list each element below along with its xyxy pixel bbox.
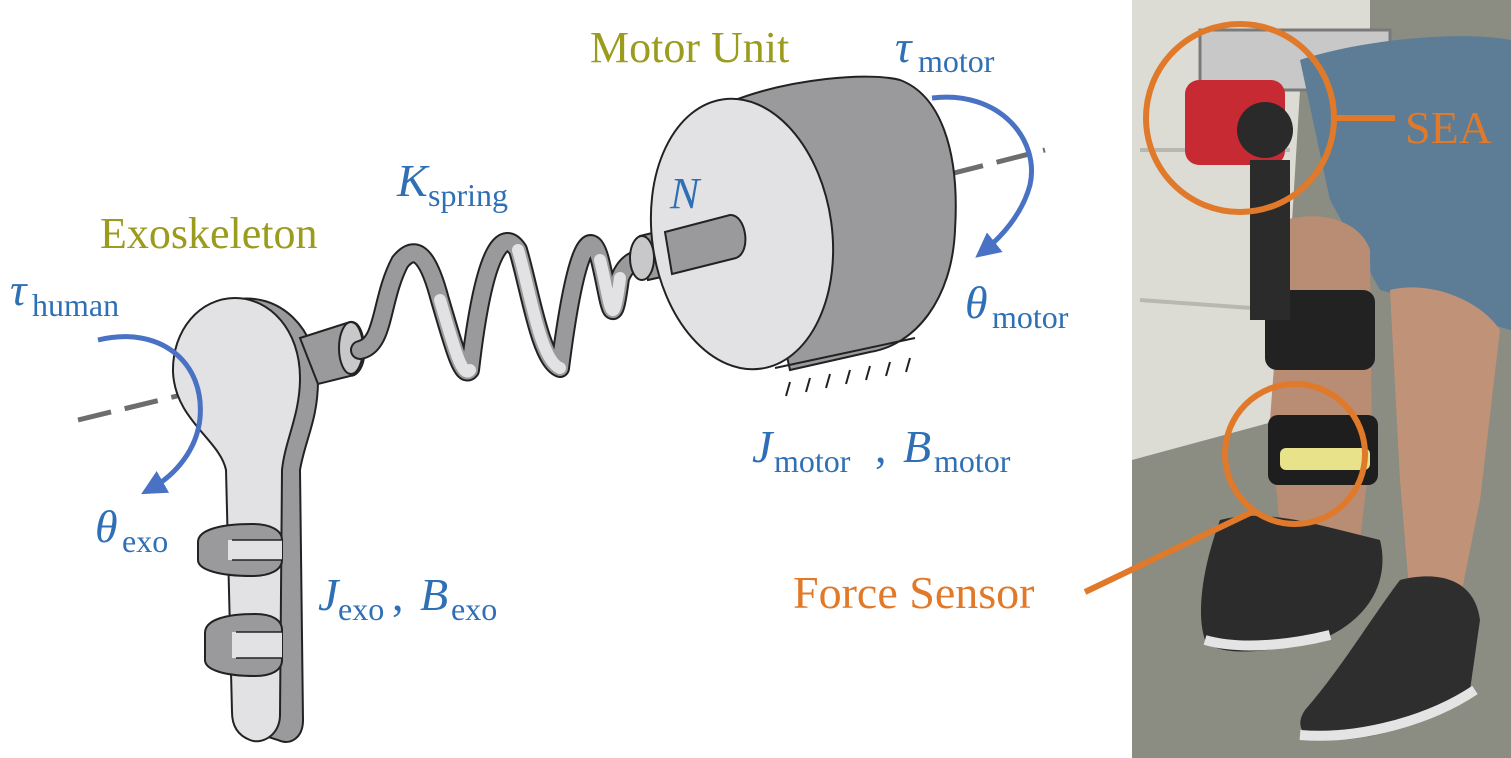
svg-text:J: J bbox=[752, 421, 775, 472]
svg-text:,: , bbox=[392, 569, 404, 620]
k-spring-label: K spring bbox=[396, 155, 508, 213]
photo-force-sensor-strap bbox=[1280, 448, 1370, 470]
svg-text:B: B bbox=[420, 569, 448, 620]
photo-left-sole bbox=[1203, 630, 1332, 651]
svg-text:motor: motor bbox=[918, 43, 995, 79]
photo-panel bbox=[1132, 0, 1511, 758]
svg-text:exo: exo bbox=[338, 591, 384, 627]
photo-right-leg bbox=[1390, 287, 1500, 600]
spring bbox=[350, 232, 660, 382]
j-b-motor-label: J motor , B motor bbox=[752, 421, 1011, 479]
svg-text:τ: τ bbox=[895, 21, 913, 72]
motor-shaft-end bbox=[629, 235, 655, 281]
svg-text:K: K bbox=[396, 155, 430, 206]
svg-text:B: B bbox=[903, 421, 931, 472]
theta-exo-label: θ exo bbox=[95, 501, 168, 559]
svg-text:motor: motor bbox=[934, 443, 1011, 479]
exo-strap-lower-front bbox=[232, 632, 282, 658]
sea-label: SEA bbox=[1405, 102, 1492, 153]
photo-right-shoe bbox=[1300, 576, 1480, 740]
motor-rotation-arrow bbox=[931, 94, 1034, 258]
photo-actuator-arm bbox=[1250, 160, 1290, 320]
force-sensor-leader-line bbox=[1083, 509, 1254, 595]
svg-text:human: human bbox=[32, 287, 119, 323]
svg-text:,: , bbox=[875, 421, 887, 472]
photo-actuator-hub bbox=[1237, 102, 1293, 158]
exo-strap-edges bbox=[232, 539, 282, 659]
theta-motor-label: θ motor bbox=[965, 277, 1069, 335]
motor-shaft-front bbox=[663, 213, 747, 276]
motor-unit-label: Motor Unit bbox=[590, 23, 789, 72]
svg-text:exo: exo bbox=[451, 591, 497, 627]
tau-motor-label: τ motor bbox=[895, 21, 995, 79]
force-sensor-label: Force Sensor bbox=[793, 567, 1034, 618]
photo-shorts bbox=[1300, 36, 1511, 330]
svg-text:motor: motor bbox=[992, 299, 1069, 335]
exo-strap-upper-front bbox=[228, 540, 282, 560]
svg-text:θ: θ bbox=[95, 501, 118, 552]
tau-human-label: τ human bbox=[10, 264, 119, 323]
photo-right-sole bbox=[1299, 685, 1478, 741]
svg-text:motor: motor bbox=[774, 443, 851, 479]
exo-rotation-arrow bbox=[97, 334, 203, 495]
gear-ratio-label: N bbox=[669, 169, 702, 218]
exoskeleton-label: Exoskeleton bbox=[100, 209, 318, 258]
j-b-exo-label: J exo , B exo bbox=[318, 569, 497, 627]
photo-left-shoe bbox=[1200, 515, 1383, 652]
svg-text:spring: spring bbox=[428, 177, 508, 213]
svg-text:exo: exo bbox=[122, 523, 168, 559]
svg-text:θ: θ bbox=[965, 277, 988, 328]
force-sensor-highlight-circle bbox=[1222, 381, 1368, 527]
photo-knee-brace bbox=[1265, 290, 1375, 370]
motor-ground bbox=[774, 337, 916, 397]
svg-text:τ: τ bbox=[10, 264, 28, 315]
svg-text:J: J bbox=[318, 569, 341, 620]
